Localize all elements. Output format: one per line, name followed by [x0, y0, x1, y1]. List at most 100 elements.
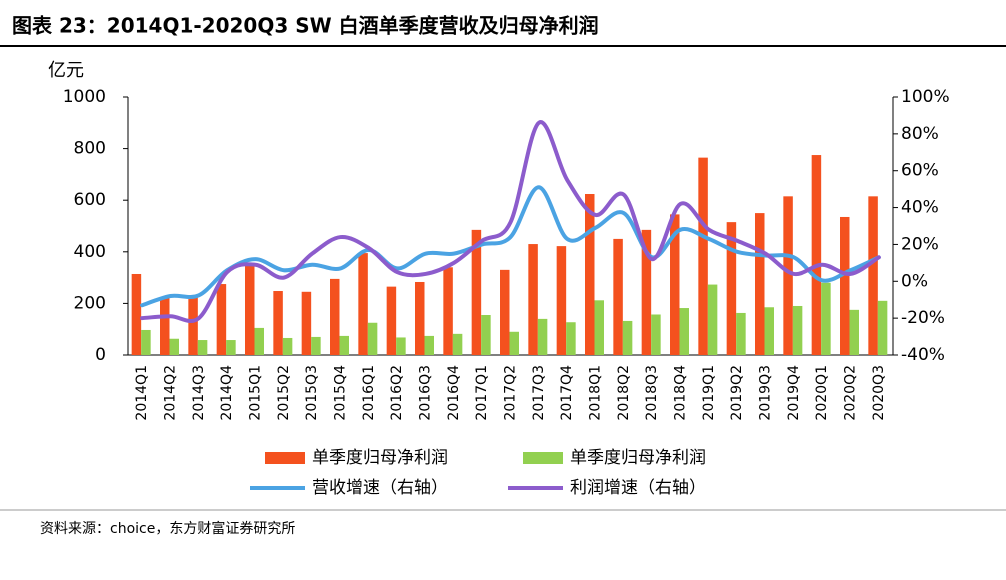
bar — [556, 246, 567, 355]
bar — [141, 329, 151, 355]
bar — [594, 300, 604, 355]
bar — [537, 318, 548, 355]
x-tick-label: 2019Q1 — [701, 365, 717, 421]
bar — [245, 264, 255, 355]
x-tick-label: 2016Q3 — [418, 365, 434, 421]
bar — [443, 267, 453, 355]
bar — [641, 229, 652, 355]
bar — [821, 282, 831, 355]
legend-swatch — [523, 452, 563, 464]
x-tick-label: 2020Q1 — [814, 365, 830, 421]
x-tick-label: 2018Q1 — [588, 365, 604, 421]
bar — [160, 297, 170, 355]
bar — [330, 278, 340, 355]
x-tick-label: 2015Q2 — [276, 365, 292, 421]
bar — [188, 296, 198, 355]
bar — [783, 196, 793, 355]
bar — [273, 291, 283, 355]
bar — [736, 312, 746, 355]
legend-label: 营收增速（右轴） — [312, 478, 448, 498]
x-tick-label: 2015Q4 — [333, 365, 349, 421]
bar — [613, 238, 623, 355]
bar — [811, 155, 822, 355]
x-tick-label: 2020Q3 — [871, 365, 887, 421]
x-tick-label: 2014Q4 — [219, 365, 235, 421]
y-tick-label: 0 — [95, 345, 106, 365]
x-tick-label: 2018Q3 — [644, 365, 660, 421]
y2-tick-label: -40% — [901, 345, 945, 365]
x-tick-label: 2018Q2 — [616, 365, 632, 421]
bar — [566, 322, 576, 355]
x-tick-label: 2014Q3 — [191, 365, 207, 421]
line — [140, 185, 881, 308]
bar — [481, 315, 491, 355]
x-tick-label: 2019Q3 — [758, 365, 774, 421]
y-tick-label: 1000 — [63, 87, 106, 107]
bar — [131, 273, 142, 355]
bar — [311, 336, 321, 355]
legend-label: 单季度归母净利润 — [312, 448, 448, 468]
bar — [622, 320, 633, 355]
source: 资料来源：choice，东方财富证券研究所 — [40, 520, 295, 537]
x-tick-label: 2019Q2 — [729, 365, 745, 421]
y2-tick-label: 0% — [901, 271, 928, 291]
bar — [358, 253, 368, 355]
y2-tick-label: 100% — [901, 87, 950, 107]
bar — [755, 213, 765, 355]
legend-label: 利润增速（右轴） — [570, 478, 706, 498]
bar — [509, 331, 519, 355]
y-tick-label: 400 — [74, 242, 106, 262]
bar — [764, 307, 774, 355]
bar — [840, 216, 850, 355]
x-tick-label: 2017Q1 — [474, 365, 490, 421]
y-tick-label: 600 — [74, 190, 106, 210]
bar — [415, 281, 425, 355]
bar — [424, 335, 434, 355]
x-tick-label: 2014Q1 — [134, 365, 150, 421]
bar — [726, 222, 737, 355]
bar — [585, 194, 595, 355]
y-axis-label: 亿元 — [48, 60, 84, 81]
bar — [339, 335, 349, 355]
bar — [868, 196, 878, 355]
x-tick-label: 2015Q1 — [248, 365, 264, 421]
bar — [282, 337, 293, 355]
chart-title: 图表 23：2014Q1-2020Q3 SW 白酒单季度营收及归母净利润 — [12, 14, 599, 38]
y2-tick-label: 80% — [901, 124, 939, 144]
bar — [500, 269, 510, 355]
bar — [877, 300, 888, 355]
legend-swatch — [265, 452, 305, 464]
bar — [452, 333, 463, 355]
bar — [792, 305, 803, 355]
y-tick-label: 800 — [74, 139, 106, 159]
bar — [226, 340, 236, 355]
x-tick-label: 2020Q2 — [843, 365, 859, 421]
bar — [197, 340, 208, 355]
bar — [698, 157, 708, 355]
x-tick-label: 2018Q4 — [673, 365, 689, 421]
x-tick-label: 2017Q4 — [559, 365, 575, 421]
bar — [301, 291, 312, 355]
y2-tick-label: 20% — [901, 234, 939, 254]
x-tick-label: 2014Q2 — [163, 365, 179, 421]
bar — [254, 327, 264, 355]
bar — [651, 314, 661, 355]
bar — [216, 284, 227, 355]
y2-tick-label: 40% — [901, 198, 939, 218]
bar — [386, 286, 397, 355]
y2-tick-label: 60% — [901, 161, 939, 181]
x-tick-label: 2016Q4 — [446, 365, 462, 421]
x-tick-label: 2017Q2 — [503, 365, 519, 421]
bar — [849, 309, 859, 355]
bar — [528, 244, 538, 355]
x-tick-label: 2016Q2 — [389, 365, 405, 421]
line — [140, 120, 881, 323]
bar — [471, 229, 482, 355]
x-tick-label: 2015Q3 — [304, 365, 320, 421]
bar — [707, 284, 718, 355]
legend-label: 单季度归母净利润 — [570, 448, 706, 468]
bar — [367, 322, 378, 355]
x-tick-label: 2016Q1 — [361, 365, 377, 421]
bar — [679, 308, 689, 355]
